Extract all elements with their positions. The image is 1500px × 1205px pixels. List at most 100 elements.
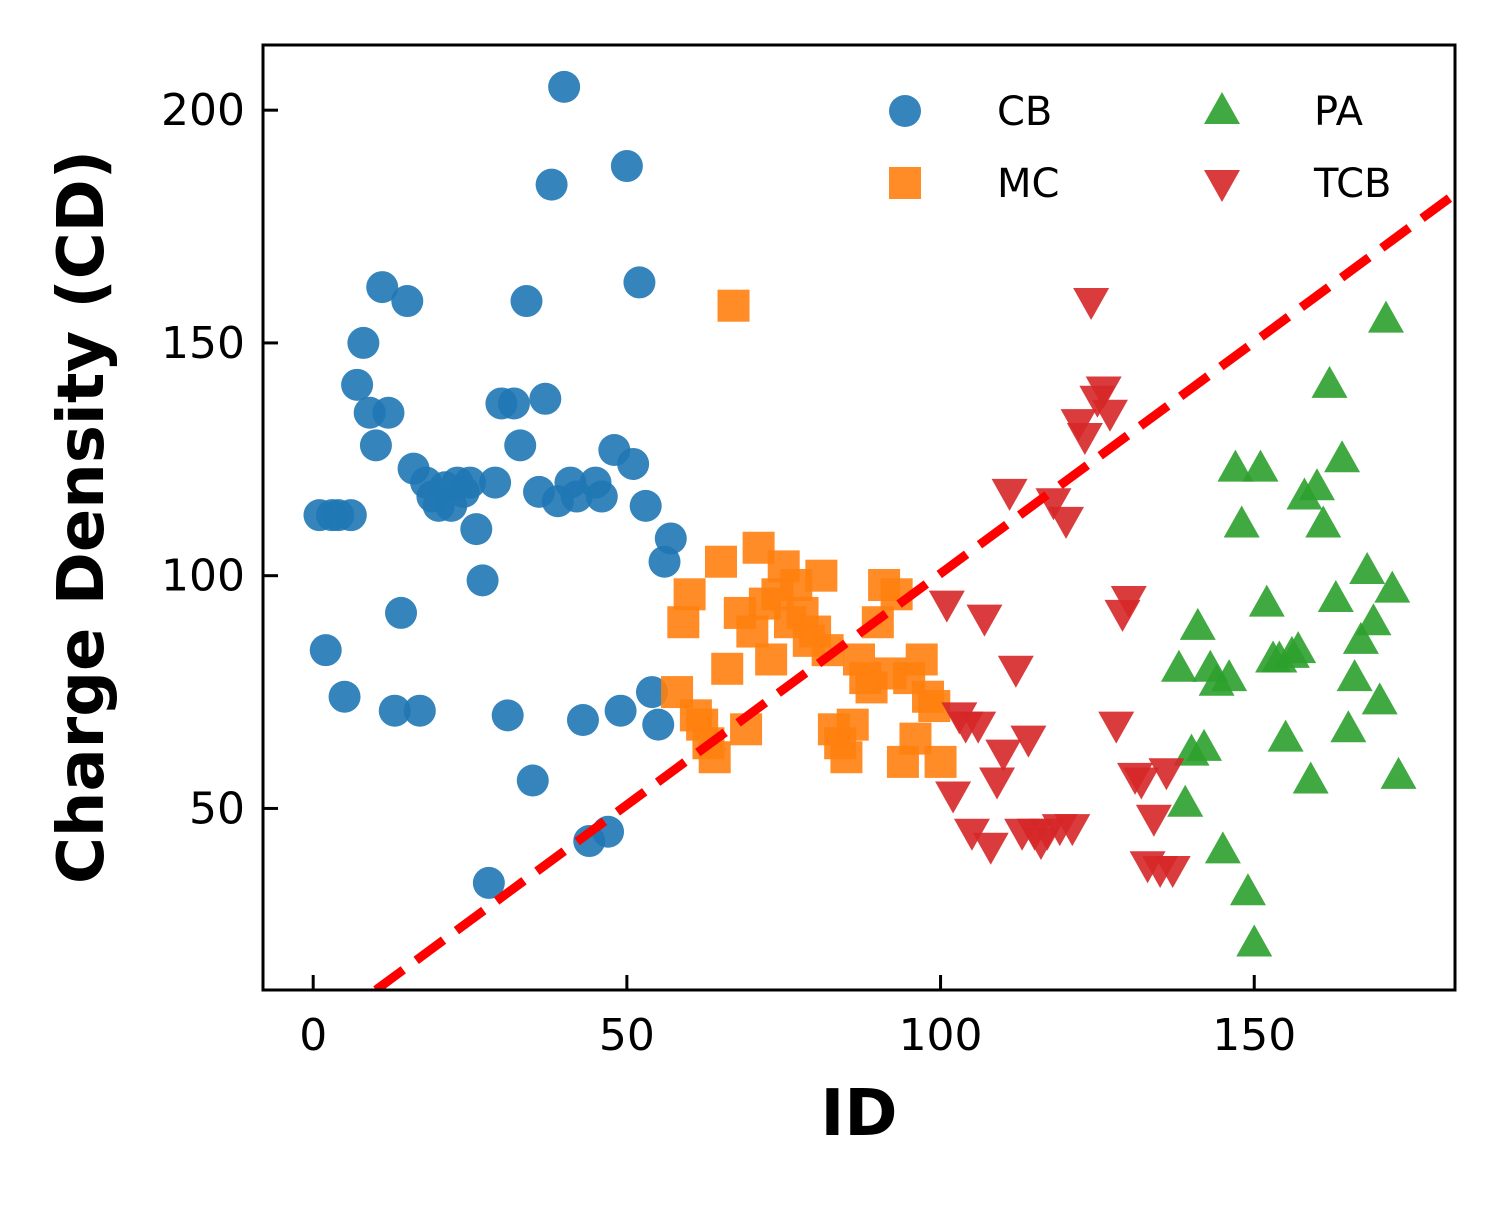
- data-point-pa: [1311, 365, 1348, 398]
- legend-label-pa: PA: [1314, 89, 1364, 135]
- data-point-cb: [454, 466, 487, 499]
- data-point-pa: [1342, 621, 1379, 654]
- series-mc: [661, 289, 957, 778]
- data-point-pa: [1298, 468, 1335, 501]
- series-cb: [303, 70, 687, 899]
- data-point-cb: [504, 429, 537, 462]
- data-point-cb: [623, 266, 656, 299]
- data-point-pa: [1160, 649, 1197, 682]
- data-point-tcb: [1110, 585, 1147, 618]
- data-point-cb: [309, 634, 342, 667]
- data-point-pa: [1167, 784, 1204, 817]
- data-point-cb: [497, 387, 530, 420]
- data-point-cb: [347, 326, 380, 359]
- data-point-cb: [604, 694, 637, 727]
- data-point-tcb: [985, 739, 1022, 772]
- data-point-tcb: [935, 781, 972, 814]
- data-point-cb: [642, 708, 675, 741]
- legend-marker-pa: [1204, 92, 1240, 124]
- data-point-pa: [1267, 719, 1304, 752]
- data-point-pa: [1361, 682, 1398, 715]
- data-point-cb: [548, 70, 581, 103]
- data-point-cb: [510, 285, 543, 318]
- data-point-mc: [736, 615, 769, 648]
- legend-label-tcb: TCB: [1313, 161, 1391, 207]
- data-point-tcb: [953, 818, 990, 851]
- data-point-pa: [1186, 728, 1223, 761]
- data-point-cb: [516, 764, 549, 797]
- data-point-tcb: [1123, 767, 1160, 800]
- data-point-pa: [1330, 710, 1367, 743]
- y-axis-title: Charge Density (CD): [45, 150, 119, 884]
- data-point-mc: [717, 289, 750, 322]
- data-point-cb: [479, 466, 512, 499]
- data-point-pa: [1236, 924, 1273, 957]
- data-point-pa: [1204, 831, 1241, 864]
- data-point-tcb: [966, 604, 1003, 637]
- trendline-layer: [373, 190, 1455, 990]
- data-point-pa: [1217, 449, 1254, 482]
- legend-item-pa: PA: [1204, 89, 1364, 135]
- data-point-tcb: [960, 711, 997, 744]
- data-point-mc: [755, 643, 788, 676]
- data-point-tcb: [928, 590, 965, 623]
- data-point-pa: [1317, 579, 1354, 612]
- data-point-mc: [805, 559, 838, 592]
- data-point-tcb: [1154, 855, 1191, 888]
- data-point-cb: [472, 866, 505, 899]
- data-point-tcb: [1135, 804, 1172, 837]
- data-point-mc: [704, 545, 737, 578]
- plot-frame: [261, 43, 1457, 992]
- data-point-tcb: [972, 832, 1009, 865]
- data-point-pa: [1367, 300, 1404, 333]
- data-point-pa: [1349, 552, 1386, 585]
- data-point-cb: [460, 513, 493, 546]
- data-point-mc: [667, 606, 700, 639]
- x-tick-label: 100: [899, 1010, 983, 1061]
- y-tick-label: 50: [189, 783, 245, 834]
- y-tick-label: 150: [161, 318, 245, 369]
- data-point-cb: [328, 680, 361, 713]
- data-point-cb: [635, 676, 668, 709]
- legend-label-cb: CB: [997, 89, 1052, 135]
- data-point-tcb: [1073, 288, 1110, 321]
- x-tick-label: 50: [599, 1010, 655, 1061]
- data-point-pa: [1223, 505, 1260, 538]
- legend-marker-cb: [889, 95, 921, 127]
- data-point-tcb: [1098, 711, 1135, 744]
- data-point-mc: [836, 708, 869, 741]
- data-point-pa: [1380, 756, 1417, 789]
- series-pa: [1160, 300, 1417, 957]
- data-point-cb: [654, 522, 687, 555]
- data-point-mc: [924, 745, 957, 778]
- data-point-cb: [359, 429, 392, 462]
- data-point-pa: [1280, 631, 1317, 664]
- data-point-mc: [711, 652, 744, 685]
- data-point-cb: [403, 694, 436, 727]
- data-point-cb: [385, 596, 418, 629]
- data-point-mc: [673, 578, 706, 611]
- chart-marks: [303, 70, 1417, 957]
- data-point-cb: [529, 382, 562, 415]
- data-point-cb: [391, 285, 424, 318]
- legend-item-mc: MC: [889, 161, 1059, 207]
- data-point-tcb: [991, 478, 1028, 511]
- legend-item-cb: CB: [889, 89, 1052, 135]
- data-point-cb: [378, 694, 411, 727]
- x-tick-label: 150: [1212, 1010, 1296, 1061]
- data-point-tcb: [1148, 758, 1185, 791]
- data-point-pa: [1336, 659, 1373, 692]
- axis-ticks: 0 50 100 150 50 100 150 200: [161, 85, 1296, 1061]
- data-point-tcb: [997, 655, 1034, 688]
- data-point-tcb: [1091, 399, 1128, 432]
- x-axis-title: ID: [821, 1077, 898, 1151]
- data-point-tcb: [979, 767, 1016, 800]
- data-point-tcb: [1066, 423, 1103, 456]
- data-point-pa: [1179, 607, 1216, 640]
- data-point-cb: [372, 396, 405, 429]
- legend: CB MC PA TCB: [889, 89, 1391, 207]
- data-point-cb: [466, 564, 499, 597]
- data-point-cb: [535, 168, 568, 201]
